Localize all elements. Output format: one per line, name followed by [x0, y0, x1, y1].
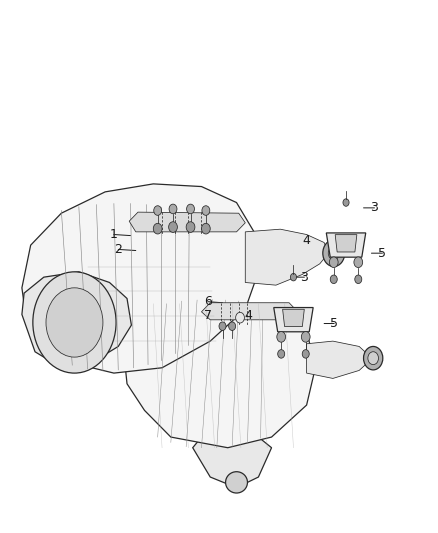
Polygon shape	[201, 303, 298, 320]
Ellipse shape	[226, 472, 247, 493]
Circle shape	[153, 223, 162, 234]
Circle shape	[323, 240, 345, 266]
Text: 2: 2	[114, 243, 122, 256]
Polygon shape	[274, 308, 313, 332]
Text: 4: 4	[303, 235, 311, 247]
Text: 7: 7	[204, 309, 212, 322]
Circle shape	[186, 222, 195, 232]
Circle shape	[364, 346, 383, 370]
Text: 4: 4	[245, 309, 253, 322]
Circle shape	[355, 275, 362, 284]
Circle shape	[46, 288, 103, 357]
Circle shape	[236, 312, 244, 323]
Text: 3: 3	[371, 201, 378, 214]
Polygon shape	[335, 235, 357, 252]
Circle shape	[329, 257, 338, 268]
Polygon shape	[326, 233, 366, 257]
Circle shape	[169, 222, 177, 232]
Text: 6: 6	[204, 295, 212, 308]
Text: 5: 5	[330, 317, 338, 330]
Polygon shape	[193, 434, 272, 488]
Polygon shape	[22, 272, 131, 368]
Text: 5: 5	[378, 247, 386, 260]
Circle shape	[229, 322, 236, 330]
Circle shape	[330, 275, 337, 284]
Circle shape	[368, 352, 378, 365]
Polygon shape	[245, 229, 328, 285]
Text: 3: 3	[300, 271, 308, 284]
Circle shape	[169, 204, 177, 214]
Circle shape	[219, 322, 226, 330]
Circle shape	[187, 204, 194, 214]
Text: 1: 1	[110, 228, 118, 241]
Circle shape	[354, 257, 363, 268]
Polygon shape	[307, 341, 368, 378]
Circle shape	[290, 273, 297, 281]
Circle shape	[33, 272, 116, 373]
Polygon shape	[22, 184, 258, 373]
Circle shape	[202, 206, 210, 215]
Circle shape	[328, 246, 339, 260]
Circle shape	[301, 332, 310, 342]
Circle shape	[154, 206, 162, 215]
Polygon shape	[283, 309, 304, 327]
Polygon shape	[123, 298, 315, 448]
Circle shape	[277, 332, 286, 342]
Circle shape	[343, 199, 349, 206]
Polygon shape	[129, 212, 245, 232]
Circle shape	[302, 350, 309, 358]
Circle shape	[201, 223, 210, 234]
Circle shape	[278, 350, 285, 358]
